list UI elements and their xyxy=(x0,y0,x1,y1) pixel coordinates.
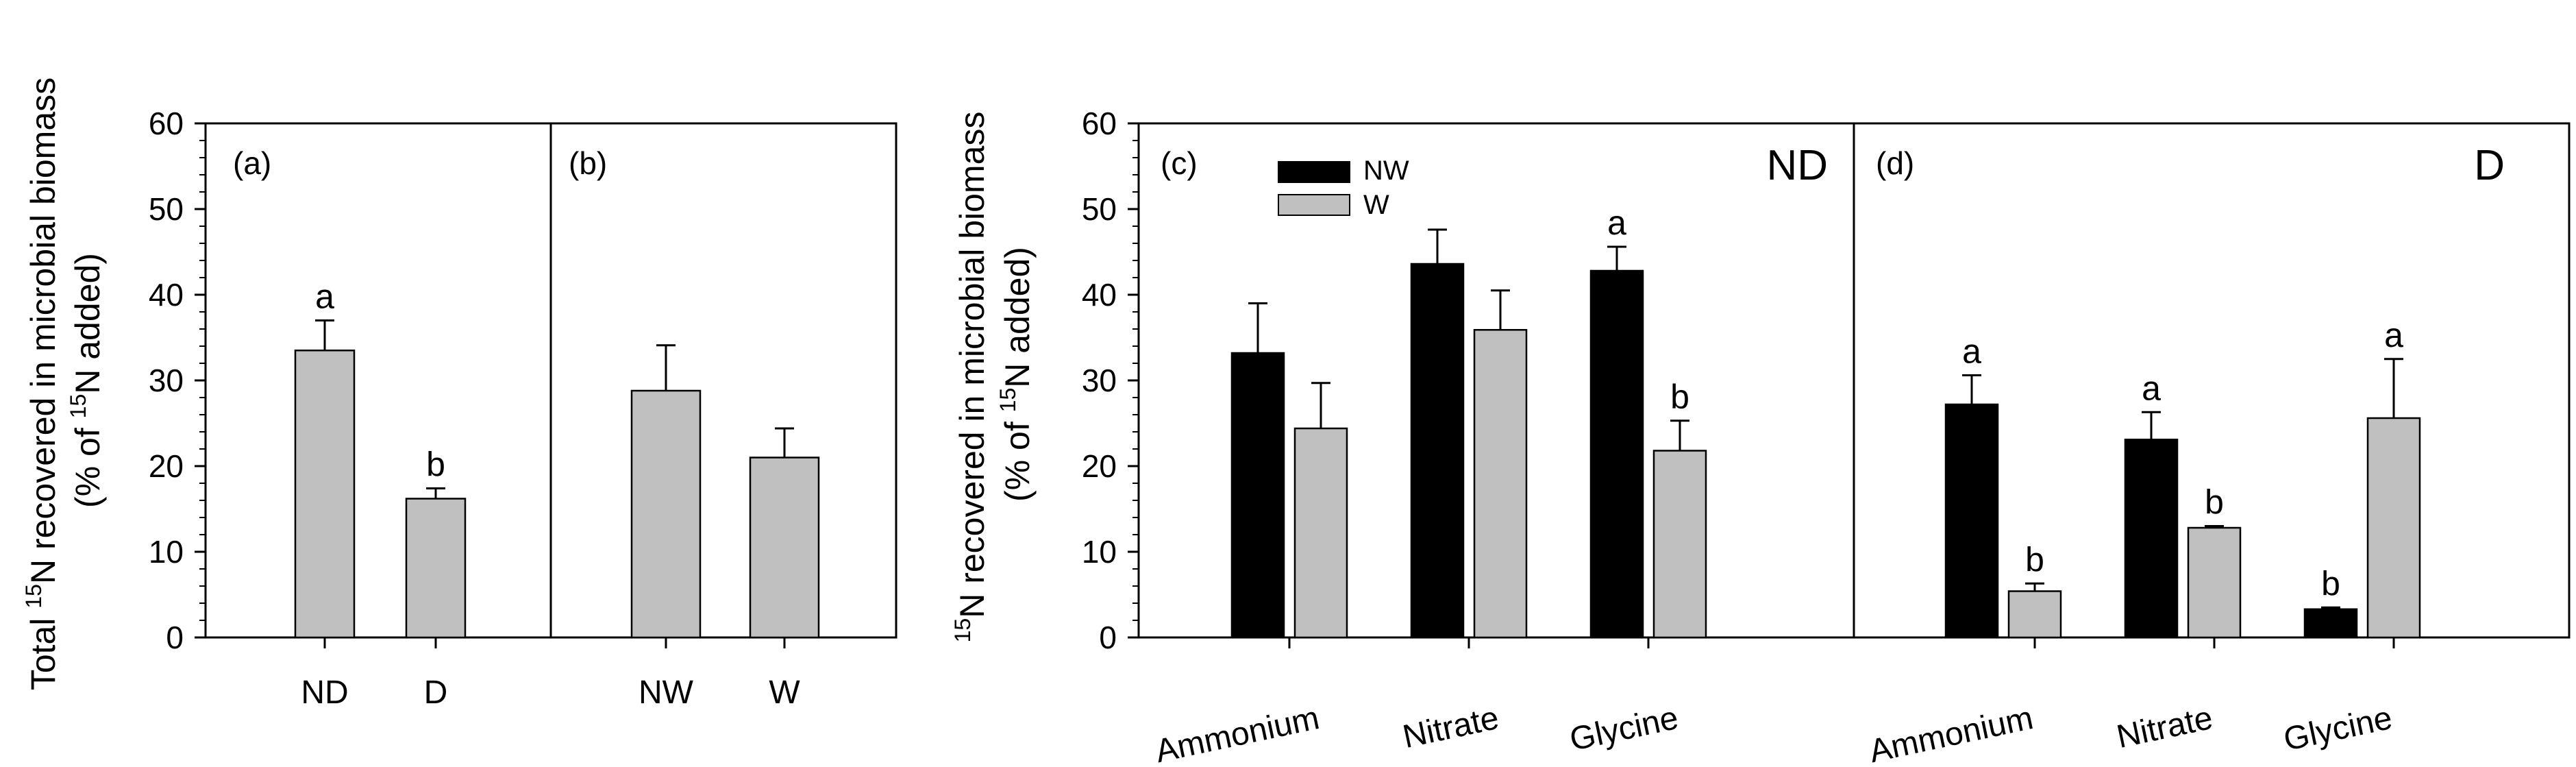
y-axis-title-a-line2-part1: (% of xyxy=(69,418,107,508)
y-tick-label: 20 xyxy=(1082,448,1117,484)
bar-d-s0-1 xyxy=(2124,439,2179,639)
panel-label-c: (c) xyxy=(1161,145,1198,181)
x-tick-label-b: NW xyxy=(639,674,694,711)
bar-b-s0-0 xyxy=(630,389,702,639)
y-axis-title-c-line2-part2: N added) xyxy=(998,247,1037,388)
legend-label-nw: NW xyxy=(1363,156,1409,186)
y-tick-label: 50 xyxy=(1082,191,1117,227)
bar-a-s0-0 xyxy=(294,350,356,639)
legend: NW W xyxy=(1278,156,1409,220)
bar-d-s1-1 xyxy=(2187,526,2242,639)
y-axis-title-c-line2-part1: (% of xyxy=(998,412,1037,502)
y-axis-title-a-line2-sup: 15 xyxy=(66,394,90,419)
x-tick-label-a: D xyxy=(424,674,448,711)
y-axis-title-a: Total 15N recovered in microbial biomass xyxy=(21,77,62,690)
y-tick-label: 30 xyxy=(149,363,184,398)
y-tick-label: 50 xyxy=(149,191,184,227)
y-axis-c: 0 10 20 30 40 50 60 xyxy=(1082,106,1139,655)
panel-label-d: (d) xyxy=(1876,145,1914,181)
corner-label-nd: ND xyxy=(1766,142,1828,189)
y-tick-label: 0 xyxy=(166,620,184,655)
significance-letter-a-s0-1: b xyxy=(426,446,445,484)
panel-label-b: (b) xyxy=(569,145,607,181)
x-tick-label-d: Glycine xyxy=(2281,700,2396,758)
bar-c-s0-1 xyxy=(1410,263,1465,639)
bar-c-s0-0 xyxy=(1230,352,1285,639)
y-axis-a: 0 10 20 30 40 50 60 xyxy=(149,106,206,655)
bar-c-s0-2 xyxy=(1589,269,1644,639)
y-tick-label: 10 xyxy=(1082,534,1117,570)
bar-c-s1-2 xyxy=(1652,450,1707,639)
y-tick-label: 60 xyxy=(149,106,184,141)
significance-letter-d-s1-0: b xyxy=(2025,540,2044,579)
y-axis-title-a-sup: 15 xyxy=(21,584,46,609)
x-tick-label-c: Glycine xyxy=(1567,700,1682,758)
y-tick-label: 40 xyxy=(1082,277,1117,313)
significance-letter-d-s1-1: b xyxy=(2205,483,2224,522)
significance-letter-c-s1-2: b xyxy=(1670,378,1689,416)
y-axis-title-a-part2: N recovered in microbial biomass xyxy=(24,77,62,584)
chart-marks: ND Da b NW W Ammonium Nitrate Glycine a b Ammonium… xyxy=(294,204,2421,767)
significance-letter-d-s0-2: b xyxy=(2321,564,2340,602)
bar-b-s0-1 xyxy=(749,456,820,639)
x-tick-label-a: ND xyxy=(301,674,348,711)
bar-d-s0-0 xyxy=(1944,403,1999,639)
legend-label-w: W xyxy=(1363,190,1389,220)
y-tick-label: 0 xyxy=(1099,620,1117,655)
y-tick-label: 40 xyxy=(149,277,184,313)
bar-d-s1-2 xyxy=(2366,417,2421,639)
bar-d-s0-2 xyxy=(2303,608,2358,639)
significance-letter-d-s0-0: a xyxy=(1962,332,1981,371)
significance-letter-c-s0-2: a xyxy=(1607,204,1626,242)
legend-swatch-nw xyxy=(1278,161,1350,183)
x-tick-label-d: Ammonium xyxy=(1866,700,2036,767)
y-axis-title-c-line2-sup: 15 xyxy=(995,388,1020,413)
panel-label-a: (a) xyxy=(233,145,271,181)
x-tick-label-d: Nitrate xyxy=(2114,700,2216,755)
y-axis-title-c-line2: (% of 15N added) xyxy=(995,247,1037,502)
bar-d-s1-0 xyxy=(2007,590,2062,639)
y-axis-title-c: 15N recovered in microbial biomass xyxy=(950,112,991,643)
x-tick-label-c: Nitrate xyxy=(1400,700,1502,755)
y-axis-title-a-line2: (% of 15N added) xyxy=(66,253,107,508)
y-tick-label: 60 xyxy=(1082,106,1117,141)
legend-swatch-w xyxy=(1278,194,1350,216)
significance-letter-d-s1-2: a xyxy=(2384,316,2403,354)
y-tick-label: 10 xyxy=(149,534,184,570)
significance-letter-d-s0-1: a xyxy=(2142,369,2161,407)
x-tick-label-c: Ammonium xyxy=(1152,700,1322,767)
y-axis-title-c-part2: N recovered in microbial biomass xyxy=(953,112,991,618)
bar-a-s0-1 xyxy=(405,498,467,639)
y-axis-title-a-line2-part2: N added) xyxy=(69,253,107,394)
y-tick-label: 20 xyxy=(149,448,184,484)
y-axis-title-a-part1: Total xyxy=(24,609,62,691)
significance-letter-a-s0-0: a xyxy=(315,278,334,316)
axes-frame-cd xyxy=(1137,122,2571,639)
y-axis-title-c-sup: 15 xyxy=(950,618,975,643)
bar-c-s1-1 xyxy=(1473,329,1528,639)
bar-c-s1-0 xyxy=(1293,427,1348,639)
x-tick-label-b: W xyxy=(769,674,800,711)
y-tick-label: 30 xyxy=(1082,363,1117,398)
corner-label-d: D xyxy=(2474,142,2505,189)
